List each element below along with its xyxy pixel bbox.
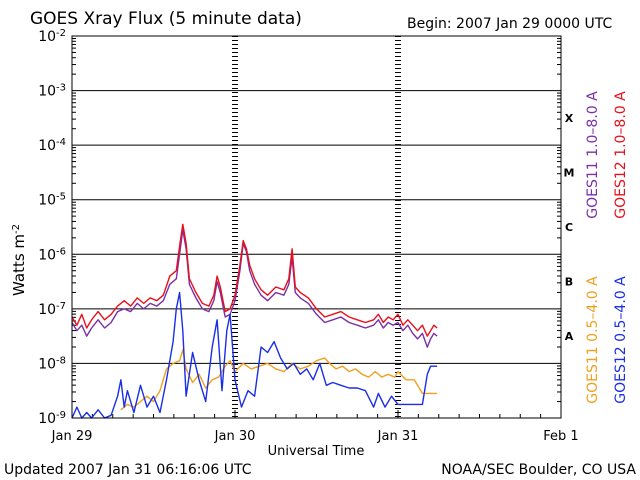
- updated-timestamp: Updated 2007 Jan 31 06:16:06 UTC: [4, 462, 252, 478]
- legend-entry: GOES12 0.5–4.0 A: [613, 276, 629, 404]
- y-tick-label: 10-2: [38, 28, 66, 46]
- y-tick-label: 10-9: [38, 410, 66, 428]
- y-axis-label: Watts m-2: [10, 224, 28, 296]
- flare-class-label: X: [565, 112, 574, 125]
- x-axis-label: Universal Time: [268, 444, 365, 459]
- flare-class-label: C: [565, 221, 573, 234]
- y-tick-label: 10-6: [38, 246, 66, 264]
- x-axis-tick-labels: Jan 29 Jan 30 Jan 31 Feb 1: [51, 429, 579, 444]
- series-line: [120, 349, 438, 411]
- y-tick-label: 10-5: [38, 191, 66, 209]
- series-line: [71, 291, 438, 419]
- plot-frame: [71, 35, 562, 419]
- legend-entry: GOES12 1.0–8.0 A: [613, 91, 629, 219]
- flare-class-labels: X M C B A: [564, 112, 575, 343]
- flare-class-label: A: [565, 330, 574, 343]
- x-tick-label: Jan 30: [214, 429, 256, 444]
- y-tick-label: 10-4: [38, 137, 66, 155]
- legend-entry: GOES11 0.5–4.0 A: [585, 276, 601, 404]
- y-tick-label: 10-8: [38, 355, 66, 373]
- x-tick-label: Jan 29: [51, 429, 93, 444]
- data-series: [71, 223, 438, 419]
- chart-title: GOES Xray Flux (5 minute data): [30, 9, 302, 29]
- y-tick-label: 10-3: [38, 82, 66, 100]
- series-line: [71, 223, 438, 337]
- x-tick-label: Feb 1: [543, 429, 578, 444]
- series-line: [71, 229, 438, 348]
- legend-entry: GOES11 1.0–8.0 A: [585, 91, 601, 219]
- y-axis-tick-labels: 10-2 10-3 10-4 10-5 10-6 10-7 10-8 10-9: [38, 28, 66, 428]
- legend: GOES11 1.0–8.0 A GOES12 1.0–8.0 A GOES11 0…: [585, 91, 629, 404]
- credit-label: NOAA/SEC Boulder, CO USA: [441, 462, 636, 478]
- y-tick-label: 10-7: [38, 300, 66, 318]
- flare-class-label: B: [565, 276, 573, 289]
- flare-class-label: M: [564, 166, 575, 179]
- x-tick-label: Jan 31: [377, 429, 419, 444]
- begin-label: Begin: 2007 Jan 29 0000 UTC: [407, 16, 612, 32]
